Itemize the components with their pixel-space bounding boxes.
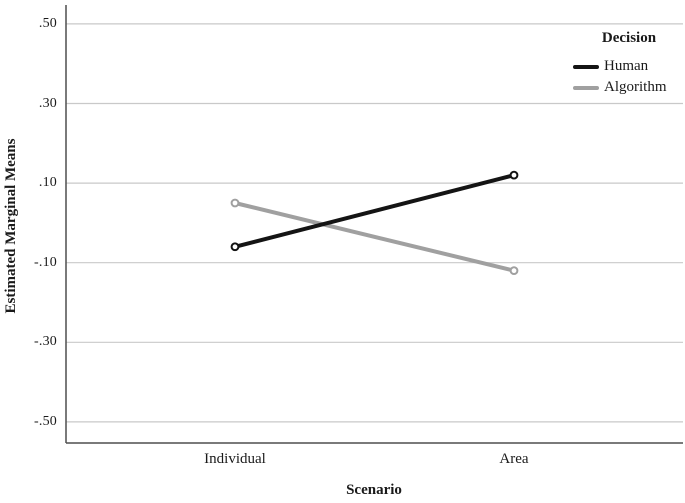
y-axis-title: Estimated Marginal Means (3, 138, 19, 314)
legend: Decision Human Algorithm (573, 30, 685, 98)
series-line-algorithm (233, 201, 516, 273)
human-line-swatch (573, 64, 599, 69)
y-tick-label: .30 (38, 96, 57, 111)
y-tick-label: -.30 (34, 334, 57, 349)
data-point-marker-human (509, 170, 519, 180)
y-tick-label: .50 (38, 16, 57, 31)
data-point-marker-human (230, 242, 240, 252)
data-point-marker-algorithm (230, 198, 240, 208)
legend-item-label: Algorithm (604, 79, 667, 95)
y-tick-label: -.10 (34, 255, 57, 270)
x-axis-title: Scenario (346, 482, 402, 498)
legend-item-human: Human (573, 56, 685, 77)
y-tick-label: -.50 (34, 414, 57, 429)
legend-title: Decision (601, 30, 657, 46)
y-tick-label: .10 (38, 175, 57, 190)
series-line-human (233, 173, 516, 249)
x-tick-label-individual: Individual (204, 451, 266, 467)
legend-item-label: Human (604, 58, 649, 74)
algorithm-line-swatch (573, 85, 599, 90)
data-point-marker-algorithm (509, 266, 519, 276)
legend-item-algorithm: Algorithm (573, 77, 685, 98)
x-tick-label-area: Area (499, 451, 529, 467)
